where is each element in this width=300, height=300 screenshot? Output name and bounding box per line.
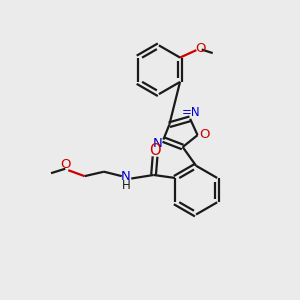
Text: N: N — [153, 137, 163, 150]
Text: O: O — [199, 128, 209, 141]
Text: O: O — [61, 158, 71, 171]
Text: N: N — [121, 170, 131, 183]
Text: H: H — [122, 178, 130, 192]
Text: O: O — [148, 143, 160, 158]
Text: O: O — [195, 42, 206, 55]
Text: =N: =N — [182, 106, 200, 119]
